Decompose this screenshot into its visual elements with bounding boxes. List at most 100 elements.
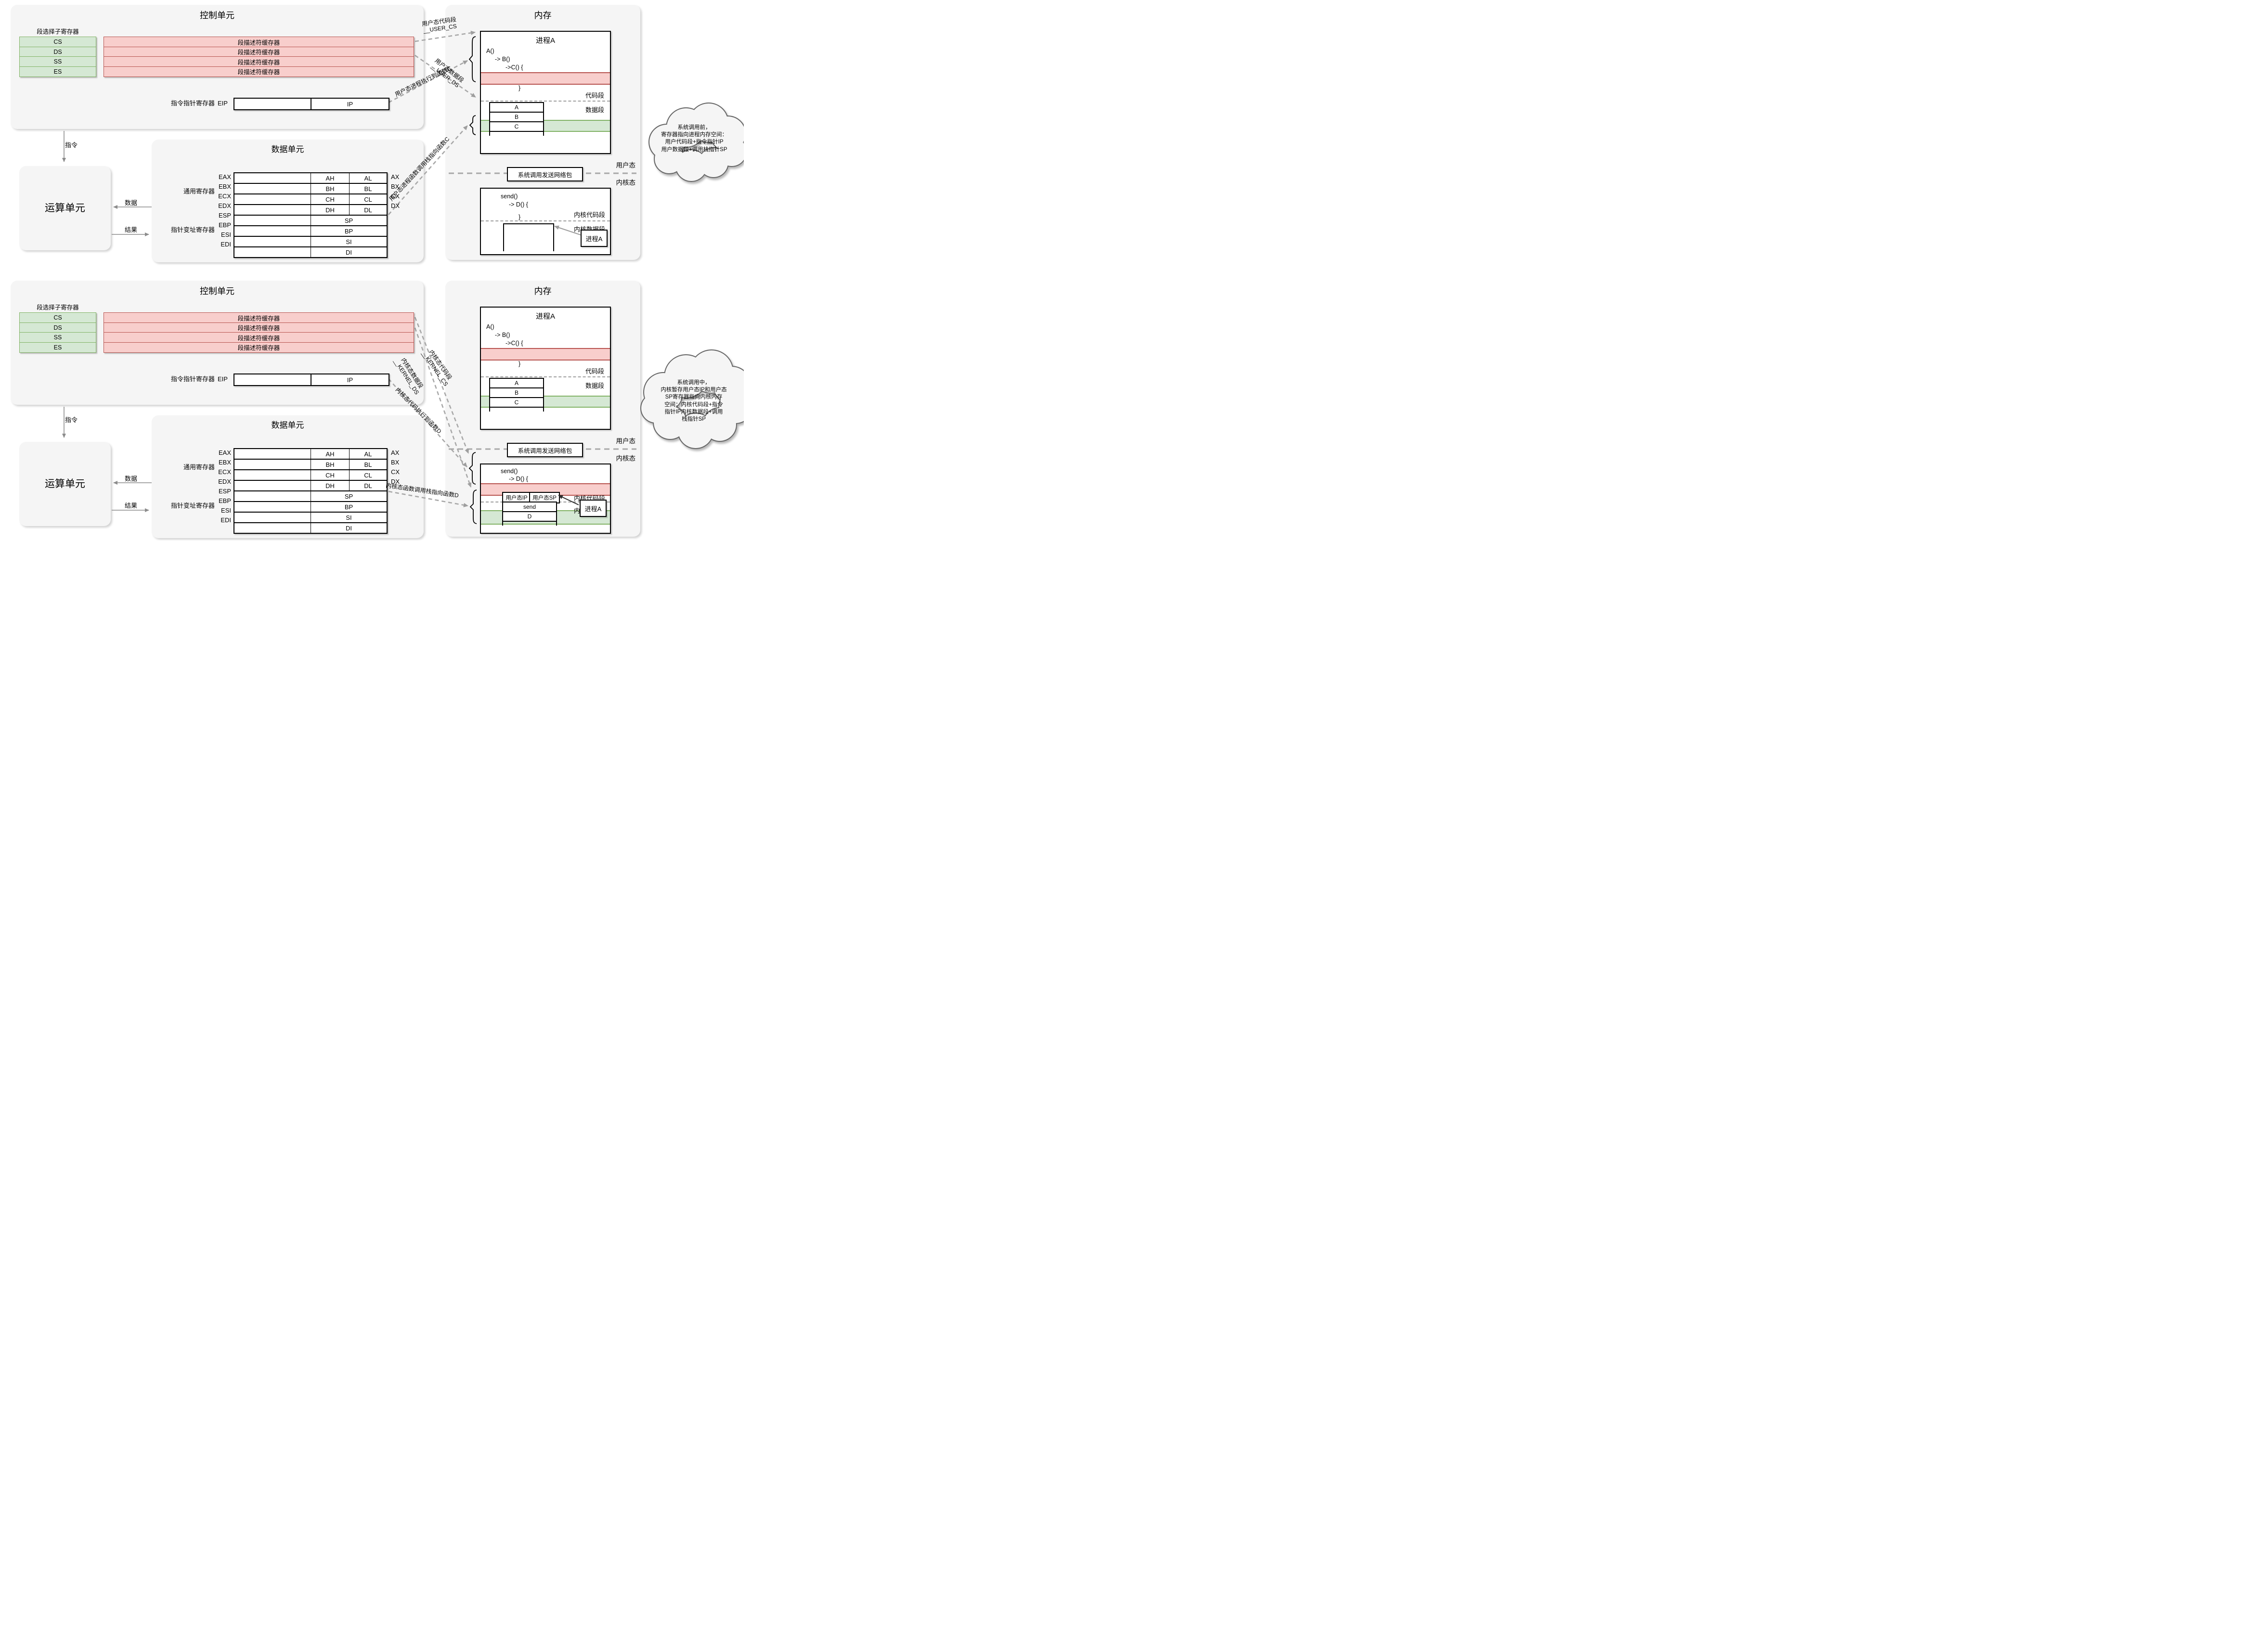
cell-sp: SP [344,217,353,224]
row-eax: AH AL [233,448,388,460]
segment-divider [481,376,610,377]
row-esp: SP [233,490,388,502]
cell-ch: CH [311,470,350,480]
cell-bp: BP [344,227,353,235]
pair-label-bx: BX [391,459,400,466]
cell-ch: CH [311,194,350,204]
row-edi: DI [233,522,388,534]
code-segment-label: 代码段 [585,92,604,99]
descriptor-row: 段描述符缓存器 [104,332,414,343]
reg-label-edi: EDI [220,241,231,248]
reg-label-ebp: EBP [218,221,231,229]
stack-wall [543,404,544,412]
selector-ss: SS [19,332,96,343]
user-mode-label-bottom: 用户态 [616,438,636,445]
cell-al: AL [364,174,372,182]
data-unit-title-top: 数据单元 [271,145,304,154]
reg-label-eax: EAX [218,449,231,456]
eip-label-top: 指令指针寄存器 [170,100,215,107]
row-edi: DI [233,246,388,258]
descriptor-row: 段描述符缓存器 [104,312,414,323]
reg-label-ebp: EBP [218,497,231,504]
alu-label-bottom: 运算单元 [45,478,85,489]
cell-di: DI [346,524,352,532]
close-brace: } [518,214,521,220]
cell-al: AL [364,450,372,458]
row-esi: SI [233,512,388,523]
cell-cl: CL [364,471,372,479]
reg-label-edi: EDI [220,516,231,524]
descriptor-cache-table-bottom: 段描述符缓存器 段描述符缓存器 段描述符缓存器 段描述符缓存器 [104,312,414,353]
cell-si: SI [346,238,352,245]
ip-cell: IP [347,100,353,108]
empty-kernel-stack [503,223,554,251]
reg-label-edx: EDX [218,202,231,209]
descriptor-row: 段描述符缓存器 [104,37,414,47]
code-line: send() [501,193,518,200]
cell-dh: DH [311,481,350,490]
descriptor-row: 段描述符缓存器 [104,322,414,333]
row-ecx: CH CL [233,469,388,481]
selector-ds: DS [19,322,96,333]
cell-ah: AH [311,173,350,183]
stack-wall [543,128,544,136]
data-segment-label: 数据段 [585,106,604,114]
cell-cl: CL [364,195,372,203]
ip-cell: IP [347,376,353,384]
pair-label-ax: AX [391,449,400,456]
code-line: -> B() [495,56,510,63]
code-line: -> B() [495,332,510,338]
cell-sp: SP [344,492,353,500]
row-ebx: BH BL [233,459,388,470]
segment-selector-table-bottom: CS DS SS ES [19,312,96,353]
descriptor-row: 段描述符缓存器 [104,66,414,77]
alu-panel-top [19,166,111,250]
data-flow-label-bottom: 数据 [124,475,137,482]
descriptor-row: 段描述符缓存器 [104,46,414,57]
register-table-bottom: AH AL BH BL CH CL DH DL SP BP SI DI [233,448,388,534]
segment-divider [481,220,610,221]
memory-title-top: 内存 [534,11,552,20]
eip-reg-top: EIP [218,100,228,107]
general-registers-label-top: 通用寄存器 [183,188,215,195]
reg-label-ebx: EBX [218,183,231,190]
call-stack-table-bottom: A B C [489,378,544,408]
control-unit-title-top: 控制单元 [200,11,234,20]
cell-bl: BL [364,461,372,468]
code-line: ->C() { [505,340,523,347]
reg-label-ebx: EBX [218,459,231,466]
cell-bh: BH [311,184,350,193]
stack-wall [489,128,490,136]
result-flow-label-bottom: 结果 [124,502,137,509]
instruction-flow-label-top: 指令 [65,142,78,149]
selector-ss: SS [19,56,96,67]
reg-label-ecx: ECX [218,468,231,476]
reg-label-ecx: ECX [218,193,231,200]
instruction-flow-label-bottom: 指令 [65,416,78,424]
stack-frame-b: B [489,387,544,398]
row-edx: DH DL [233,480,388,491]
selector-cs: CS [19,37,96,47]
selector-cs: CS [19,312,96,323]
cell-dl: DL [364,206,372,214]
selector-ds: DS [19,46,96,57]
stack-frame-a: A [489,102,544,113]
data-unit-title-bottom: 数据单元 [271,421,304,430]
row-esp: SP [233,215,388,226]
eip-register-box-top: IP [233,98,389,110]
row-eax: AH AL [233,172,388,184]
pair-label-cx: CX [391,468,400,476]
pointer-registers-label-bottom: 指针变址寄存器 [170,502,215,509]
reg-label-esp: ESP [218,488,231,495]
process-title: 进程A [535,312,555,321]
general-registers-label-bottom: 通用寄存器 [183,464,215,471]
cell-dl: DL [364,482,372,489]
stack-frame-c: C [489,397,544,408]
cell-di: DI [346,248,352,256]
pair-label-dx: DX [391,202,400,209]
close-brace: } [518,85,521,91]
user-mode-label-top: 用户态 [616,162,636,169]
segment-selector-table-top: CS DS SS ES [19,37,96,77]
diagram-stage: 控制单元 段选择子寄存器 CS DS SS ES 段描述符缓存器 段描述符缓存器… [0,0,744,541]
selector-es: ES [19,342,96,353]
